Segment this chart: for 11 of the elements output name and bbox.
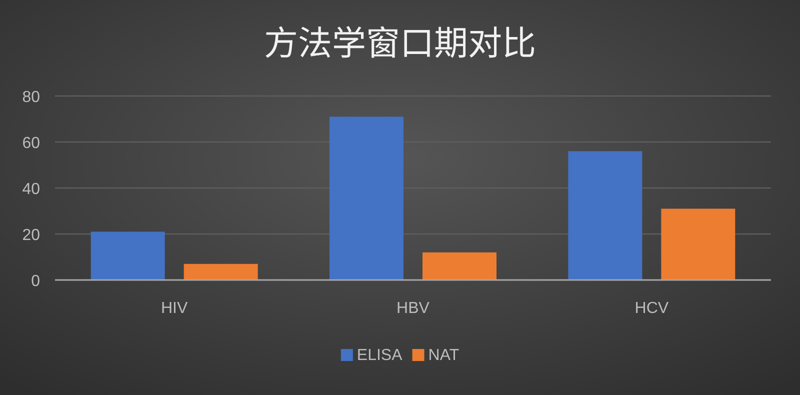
legend-label: ELISA — [356, 347, 403, 364]
y-tick-label: 40 — [22, 181, 40, 198]
y-tick-label: 80 — [22, 89, 40, 106]
x-tick-label: HCV — [634, 300, 669, 317]
y-tick-label: 60 — [22, 135, 40, 152]
chart-title: 方法学窗口期对比 — [264, 16, 536, 65]
x-tick-label: HIV — [160, 300, 188, 317]
x-tick-label: HBV — [396, 300, 430, 317]
legend-label: NAT — [428, 347, 460, 364]
y-tick-label: 0 — [31, 273, 40, 290]
y-tick-label: 20 — [22, 227, 40, 244]
